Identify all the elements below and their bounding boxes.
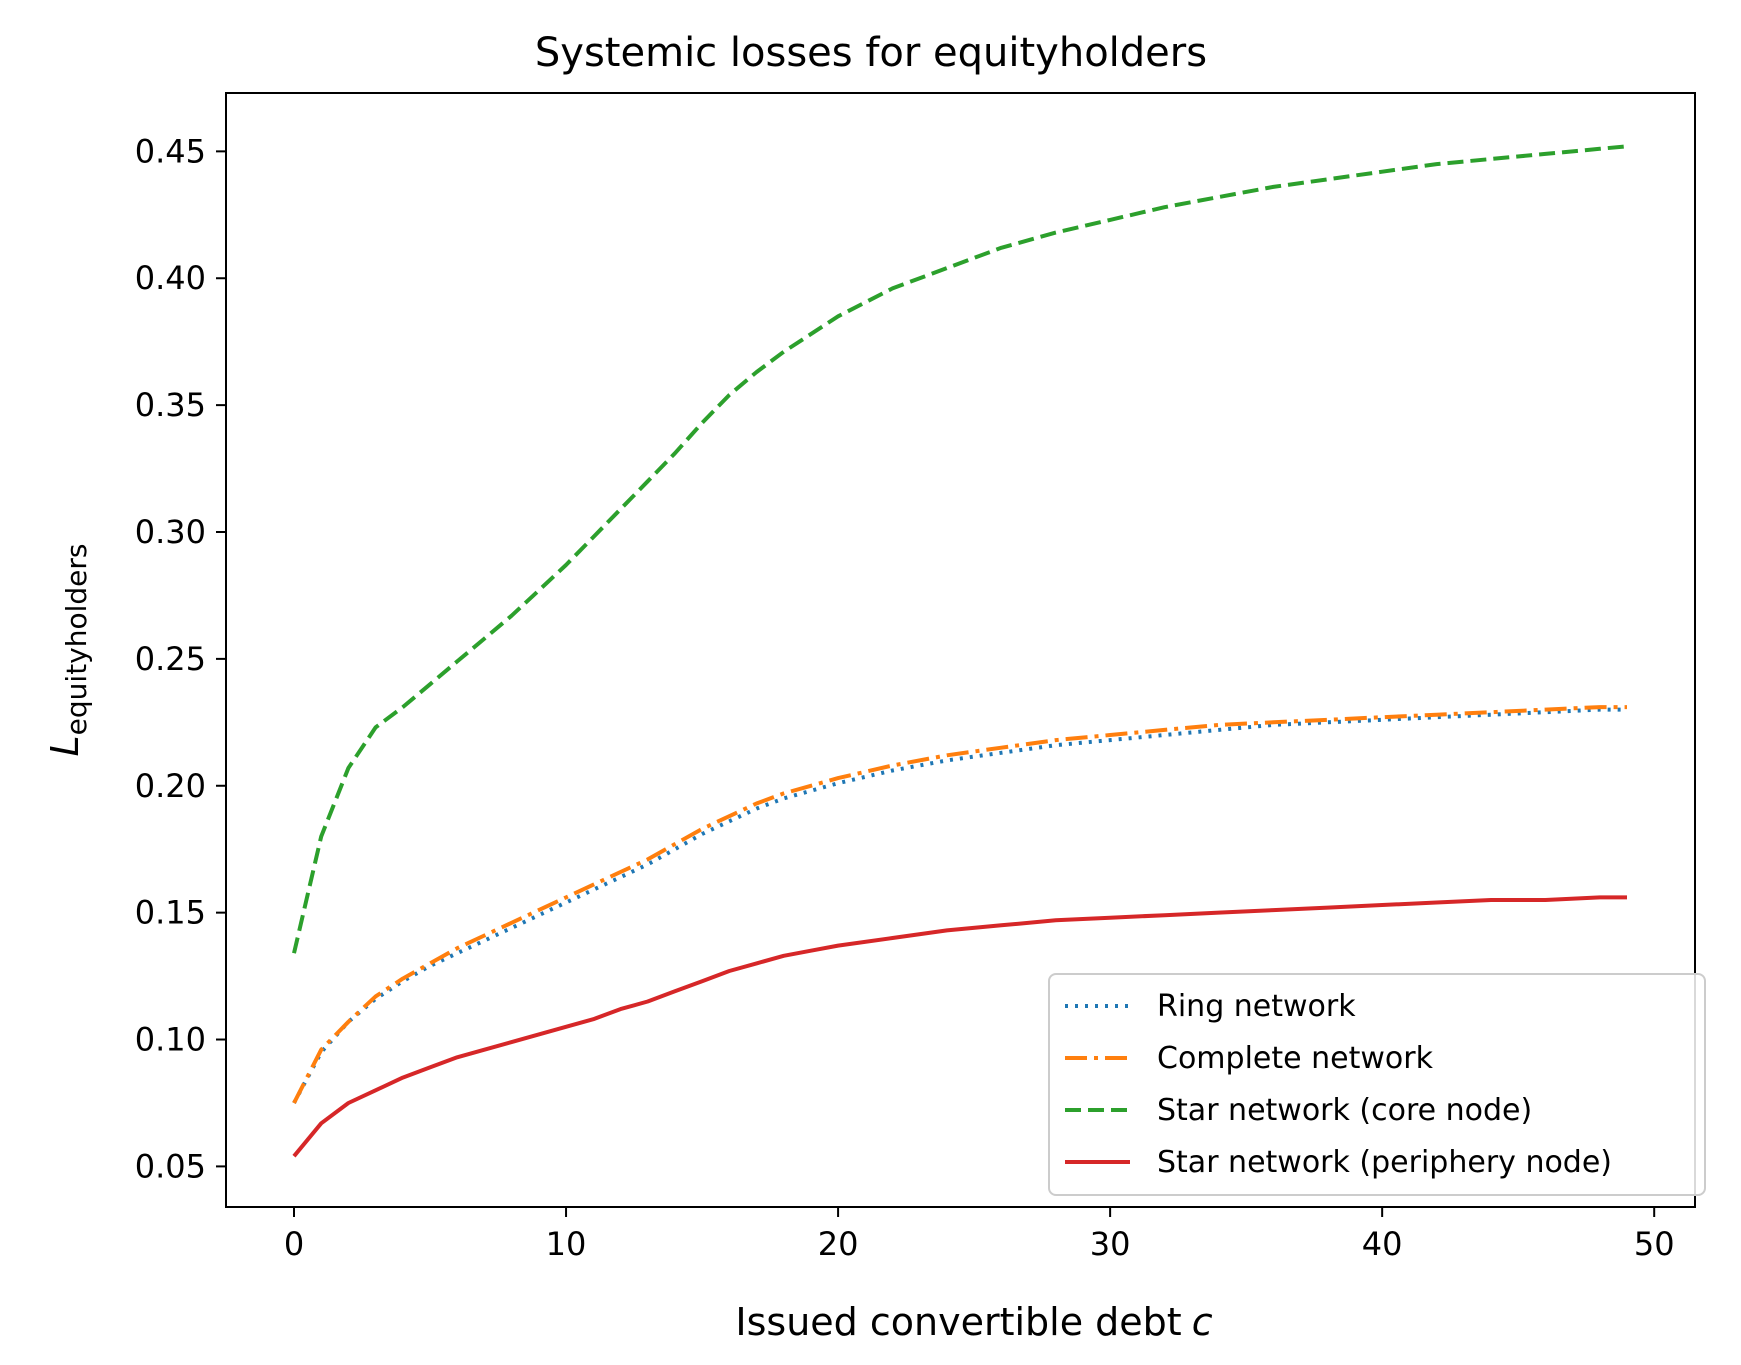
series-layer	[292, 144, 1628, 1158]
legend-label: Star network (core node)	[1157, 1093, 1532, 1128]
legend-label: Ring network	[1157, 989, 1356, 1024]
x-tick-label: 30	[1090, 1225, 1131, 1263]
legend-box	[1048, 973, 1706, 1196]
series-line	[292, 707, 1627, 1104]
y-tick-label: 0.05	[135, 1147, 206, 1185]
y-tick-label: 0.45	[135, 132, 206, 170]
y-tick-label: 0.20	[135, 767, 206, 805]
plot-frame	[225, 92, 1696, 1208]
y-axis-label-main: L	[43, 735, 87, 756]
legend-items: Ring network Complete network Star network…	[1065, 989, 1612, 1180]
y-axis: 0.05 0.10 0.15 0.20 0.25 0.30 0.35 0.40 0.45	[135, 132, 226, 1185]
legend-label: Complete network	[1157, 1041, 1434, 1076]
x-axis-label: Issued convertible debt c	[735, 1300, 1212, 1344]
x-tick-label: 10	[546, 1225, 587, 1263]
series-line	[292, 144, 1628, 954]
legend-label: Star network (periphery node)	[1157, 1145, 1612, 1180]
x-tick-label: 20	[818, 1225, 859, 1263]
x-axis-variable: c	[1192, 1300, 1213, 1344]
svg-text:Lequityholders: Lequityholders	[43, 543, 93, 756]
x-axis-label-text: Issued convertible debt	[735, 1300, 1181, 1344]
series-line	[292, 895, 1627, 1158]
y-tick-label: 0.40	[135, 259, 206, 297]
y-tick-label: 0.15	[135, 894, 206, 932]
y-tick-label: 0.25	[135, 640, 206, 678]
x-tick-label: 40	[1362, 1225, 1403, 1263]
legend: Ring network Complete network Star network…	[1048, 973, 1706, 1196]
y-tick-label: 0.30	[135, 513, 206, 551]
y-tick-label: 0.35	[135, 386, 206, 424]
x-tick-label: 50	[1634, 1225, 1675, 1263]
y-tick-label: 0.10	[135, 1021, 206, 1059]
series-line	[292, 705, 1627, 1104]
chart-title: Systemic losses for equityholders	[535, 30, 1207, 76]
x-tick-label: 0	[284, 1225, 304, 1263]
y-axis-label: Lequityholders	[43, 543, 93, 756]
x-axis: 0 10 20 30 40 50	[284, 1207, 1675, 1263]
y-axis-label-subscript: equityholders	[60, 543, 93, 735]
